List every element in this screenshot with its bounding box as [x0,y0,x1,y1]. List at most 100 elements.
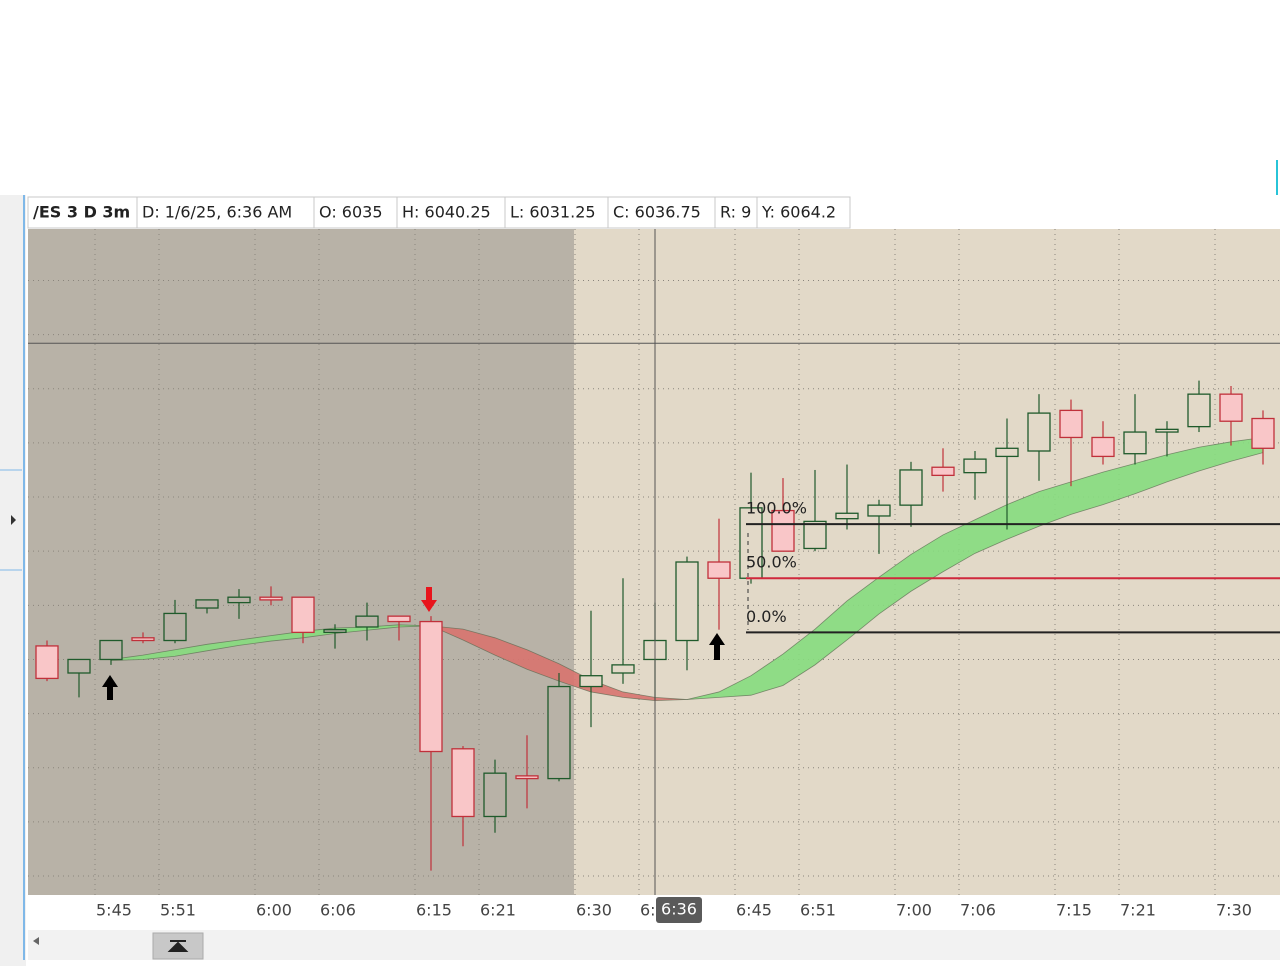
header-item: Y: 6064.2 [761,203,836,222]
left-strip [0,195,26,966]
x-tick-label: 6:45 [736,901,772,920]
header: /ES 3 D 3m D: 1/6/25, 6:36 AM O: 6035 H: 60… [27,196,851,229]
fib-label: 50.0% [746,553,797,572]
candle-body [675,561,699,642]
candle-body [867,504,891,517]
candle-body [387,615,411,623]
candle-body [323,629,347,634]
candle-body [1155,428,1179,433]
x-tick-label: 6:06 [320,901,356,920]
candle-body [163,612,187,642]
header-item: O: 6035 [319,203,383,222]
thumb-icon [167,940,189,952]
x-tick-label: 6:00 [256,901,292,920]
x-tick-label: 6:30 [576,901,612,920]
cloud-segment [495,637,527,670]
candle-body [483,772,507,818]
x-tick-label: 5:51 [160,901,196,920]
candle-body [1187,393,1211,428]
candle-body [1091,436,1115,458]
candle-body [515,775,539,780]
cloud-segment [719,675,751,698]
cloud-segment [1135,454,1167,494]
cloud-segment [207,639,239,651]
candle-body [611,664,635,674]
candle-body [931,466,955,477]
candle-body [259,596,283,601]
cloud-segment [527,649,559,682]
cloud-segment [1103,463,1135,505]
x-axis: 5:45 5:51 6:00 6:06 6:15 6:21 6:30 6: 6:45 6:51 7:… [96,897,1252,923]
candle-body [771,509,795,552]
candle-body [1123,431,1147,455]
header-bg [27,196,851,229]
cloud-segment [623,691,655,701]
x-tick-label: 6:15 [416,901,452,920]
cloud-segment [783,629,815,686]
candle-body [99,639,123,661]
cloud-segment [911,534,943,592]
cloud-segment [239,635,271,646]
cloud-segment [879,554,911,614]
cloud-segment [175,644,207,657]
cloud-segment [367,624,399,631]
buy-arrow [709,633,725,660]
candle-body [995,447,1019,458]
x-tick-label: 7:00 [896,901,932,920]
candle-body [355,615,379,628]
scrollbar[interactable] [28,930,1280,960]
candle-body [1027,412,1051,452]
cloud-segment [751,654,783,696]
x-tick-label: 6:51 [800,901,836,920]
candle-body [227,596,251,604]
x-axis-area [28,895,1280,930]
candle-body [131,637,155,642]
extended-hours-shade [28,229,574,895]
candle-body [67,658,91,674]
candle-body [899,469,923,506]
candle-body [451,748,475,818]
header-item: /ES 3 D 3m [33,203,130,222]
buy-arrow [102,675,118,700]
expand-icon[interactable] [11,515,16,525]
sell-arrow [421,587,437,612]
x-tick-label: 7:06 [960,901,996,920]
plot: 100.0% 50.0% 0.0% [28,229,1280,895]
fib-label: 0.0% [746,607,787,626]
candle-body [579,675,603,688]
x-tick-label: 6: [640,901,656,920]
cloud-segment [1071,472,1103,515]
candle-body [1059,409,1083,439]
x-tick-label: 7:15 [1056,901,1092,920]
x-tick-label: 7:30 [1216,901,1252,920]
cloud-segment [847,577,879,640]
candle-body [35,645,59,680]
cursor-label-bg [656,897,702,923]
candle-body [835,512,859,520]
candle-body [419,620,443,753]
fib-label: 100.0% [746,499,807,518]
header-item: R: 9 [720,203,751,222]
header-item: L: 6031.25 [510,203,596,222]
cloud-segment [943,519,975,572]
candle-body [803,520,827,550]
candle-body [291,596,315,634]
cloud-segment [1039,481,1071,527]
candle-body [1219,393,1243,422]
x-tick-label: 5:45 [96,901,132,920]
cloud-segment [975,504,1007,554]
x-tick-label: 6:21 [480,901,516,920]
x-tick-label: 7:21 [1120,901,1156,920]
header-item: D: 1/6/25, 6:36 AM [142,203,292,222]
scroll-left[interactable] [33,937,39,945]
cloud-segment [1167,447,1199,482]
candle-body [1251,417,1275,449]
candle-body [547,685,571,780]
candle-body [963,458,987,474]
candle-body [707,561,731,579]
cursor-label: 6:36 [661,900,697,919]
header-item: C: 6036.75 [613,203,701,222]
cloud-segment [1007,491,1039,540]
